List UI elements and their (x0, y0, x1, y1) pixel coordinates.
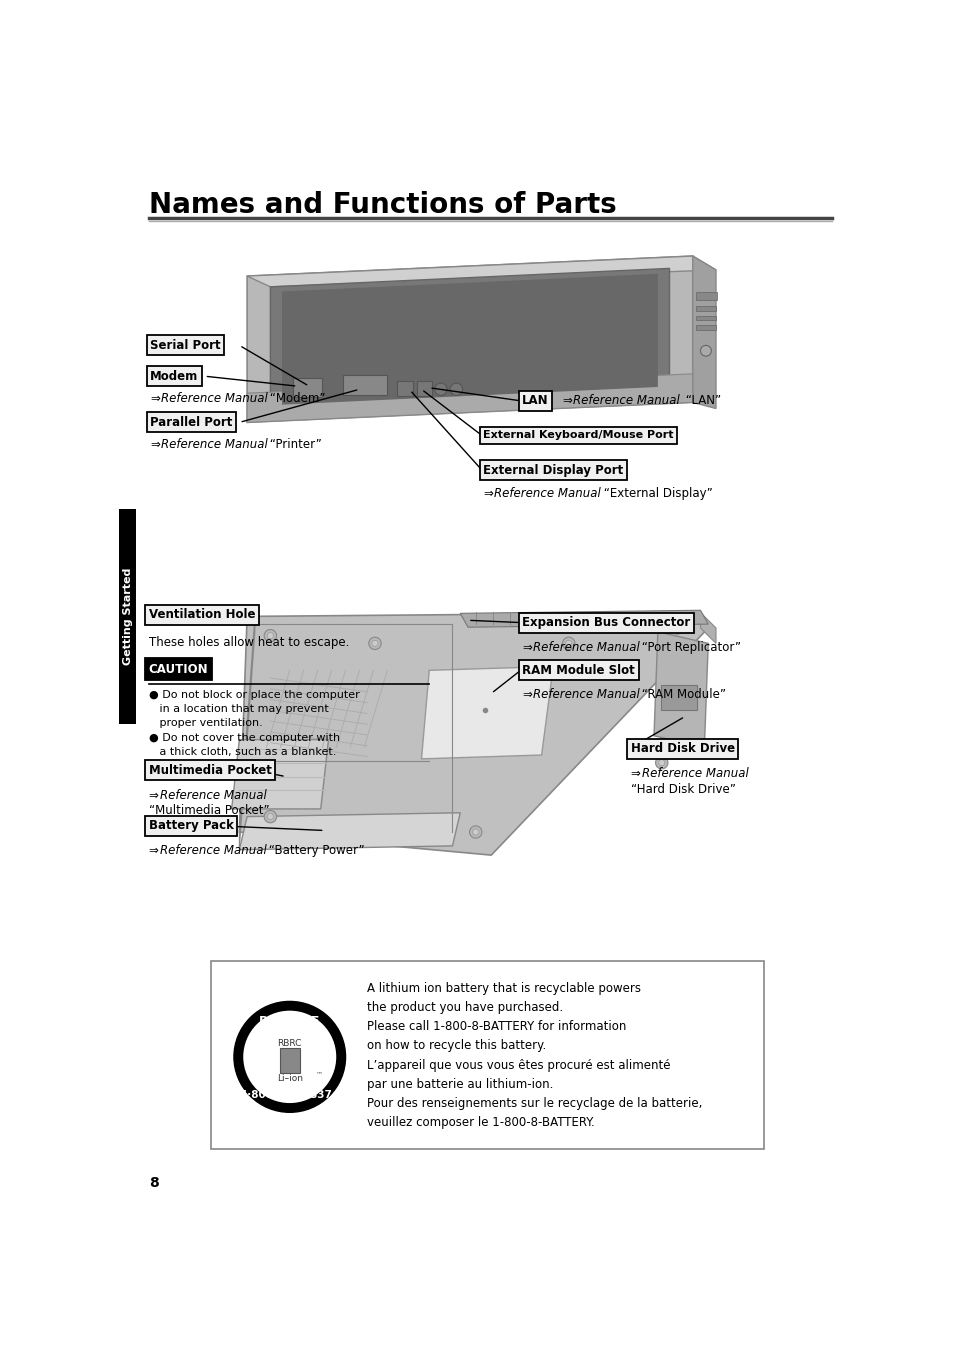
Text: “RAM Module”: “RAM Module” (638, 688, 726, 701)
Circle shape (233, 1001, 345, 1112)
Text: ⇒: ⇒ (521, 688, 532, 701)
Text: A lithium ion battery that is recyclable powers
the product you have purchased.
: A lithium ion battery that is recyclable… (367, 982, 640, 1052)
Circle shape (674, 626, 679, 631)
FancyBboxPatch shape (695, 292, 716, 300)
FancyBboxPatch shape (696, 316, 716, 320)
Polygon shape (239, 612, 707, 855)
FancyBboxPatch shape (293, 378, 321, 397)
Text: ● Do not block or place the computer
   in a location that may prevent
   proper: ● Do not block or place the computer in … (149, 690, 359, 728)
Circle shape (562, 638, 575, 650)
Circle shape (267, 632, 274, 639)
Text: “Modem”: “Modem” (266, 392, 326, 404)
Text: Reference Manual: Reference Manual (161, 438, 268, 451)
Text: ™: ™ (315, 1071, 322, 1077)
FancyBboxPatch shape (660, 685, 697, 709)
FancyBboxPatch shape (279, 1048, 299, 1073)
Polygon shape (247, 257, 692, 423)
Text: Serial Port: Serial Port (150, 339, 221, 351)
Text: ⇒: ⇒ (150, 438, 160, 451)
FancyBboxPatch shape (211, 962, 763, 1150)
FancyBboxPatch shape (416, 381, 432, 396)
Text: ⇒: ⇒ (630, 767, 640, 781)
Polygon shape (270, 269, 669, 411)
Circle shape (450, 384, 462, 396)
Text: L’appareil que vous vous êtes procuré est alimenté
par une batterie au lithium-i: L’appareil que vous vous êtes procuré es… (367, 1059, 702, 1129)
Circle shape (372, 640, 377, 646)
Circle shape (670, 621, 682, 634)
Polygon shape (692, 257, 716, 408)
Text: ⇒: ⇒ (521, 642, 532, 654)
Text: Reference Manual: Reference Manual (159, 789, 266, 802)
Text: External Display Port: External Display Port (483, 463, 623, 477)
Text: “LAN”: “LAN” (681, 394, 720, 407)
Text: Expansion Bus Connector: Expansion Bus Connector (521, 616, 690, 630)
Polygon shape (700, 612, 716, 643)
Text: Modem: Modem (150, 370, 198, 382)
Text: ⇒: ⇒ (150, 392, 160, 404)
Text: RAM Module Slot: RAM Module Slot (521, 663, 635, 677)
Text: Li–ion: Li–ion (276, 1074, 302, 1084)
Circle shape (435, 384, 447, 396)
Text: Reference Manual: Reference Manual (161, 392, 268, 404)
Text: Reference Manual: Reference Manual (159, 844, 266, 858)
Text: Battery Pack: Battery Pack (149, 819, 233, 832)
Circle shape (243, 1011, 335, 1102)
Polygon shape (654, 632, 707, 747)
Text: Getting Started: Getting Started (123, 567, 132, 665)
Text: “External Display”: “External Display” (599, 488, 712, 500)
Text: Ventilation Hole: Ventilation Hole (149, 608, 255, 621)
Polygon shape (239, 813, 459, 850)
Text: Reference Manual: Reference Manual (533, 642, 639, 654)
Circle shape (267, 813, 274, 820)
Text: Reference Manual: Reference Manual (573, 394, 679, 407)
Circle shape (655, 757, 667, 769)
Polygon shape (459, 611, 707, 627)
Text: ⇒: ⇒ (562, 394, 572, 407)
FancyBboxPatch shape (397, 381, 413, 396)
Circle shape (472, 830, 478, 835)
Text: ⇒: ⇒ (149, 789, 158, 802)
Text: “Port Replicator”: “Port Replicator” (638, 642, 740, 654)
Text: RECYCLE: RECYCLE (259, 1015, 320, 1028)
Text: Reference Manual: Reference Manual (641, 767, 747, 781)
Text: ⇒: ⇒ (483, 488, 493, 500)
Circle shape (658, 759, 664, 766)
FancyBboxPatch shape (343, 376, 387, 396)
Text: External Keyboard/Mouse Port: External Keyboard/Mouse Port (483, 431, 673, 440)
Polygon shape (282, 274, 658, 405)
Text: Names and Functions of Parts: Names and Functions of Parts (149, 192, 616, 219)
Polygon shape (247, 257, 716, 286)
Circle shape (264, 811, 276, 823)
Text: Hard Disk Drive: Hard Disk Drive (630, 742, 734, 755)
Circle shape (700, 346, 711, 357)
FancyBboxPatch shape (119, 508, 136, 724)
Circle shape (565, 640, 571, 646)
FancyBboxPatch shape (696, 326, 716, 330)
Text: Parallel Port: Parallel Port (150, 416, 233, 428)
Text: “Hard Disk Drive”: “Hard Disk Drive” (630, 782, 735, 796)
Circle shape (369, 638, 381, 650)
Text: CAUTION: CAUTION (149, 662, 208, 676)
Text: These holes allow heat to escape.: These holes allow heat to escape. (149, 636, 349, 648)
FancyBboxPatch shape (696, 307, 716, 311)
Text: ● Do not cover the computer with
   a thick cloth, such as a blanket.: ● Do not cover the computer with a thick… (149, 734, 339, 758)
Text: “Battery Power”: “Battery Power” (265, 844, 364, 858)
Text: “Multimedia Pocket”: “Multimedia Pocket” (149, 804, 269, 817)
Text: Reference Manual: Reference Manual (494, 488, 600, 500)
Circle shape (264, 630, 276, 642)
Polygon shape (421, 666, 553, 759)
Polygon shape (232, 739, 328, 809)
Text: Multimedia Pocket: Multimedia Pocket (149, 763, 272, 777)
Polygon shape (247, 374, 692, 423)
Polygon shape (239, 616, 254, 847)
Text: RBRC: RBRC (277, 1039, 301, 1047)
Text: LAN: LAN (521, 394, 548, 407)
Text: ⇒: ⇒ (149, 844, 158, 858)
Text: Reference Manual: Reference Manual (533, 688, 639, 701)
Circle shape (469, 825, 481, 838)
Text: 8: 8 (149, 1177, 158, 1190)
Text: “Printer”: “Printer” (266, 438, 322, 451)
Text: 1·800·822·8837: 1·800·822·8837 (240, 1090, 333, 1100)
